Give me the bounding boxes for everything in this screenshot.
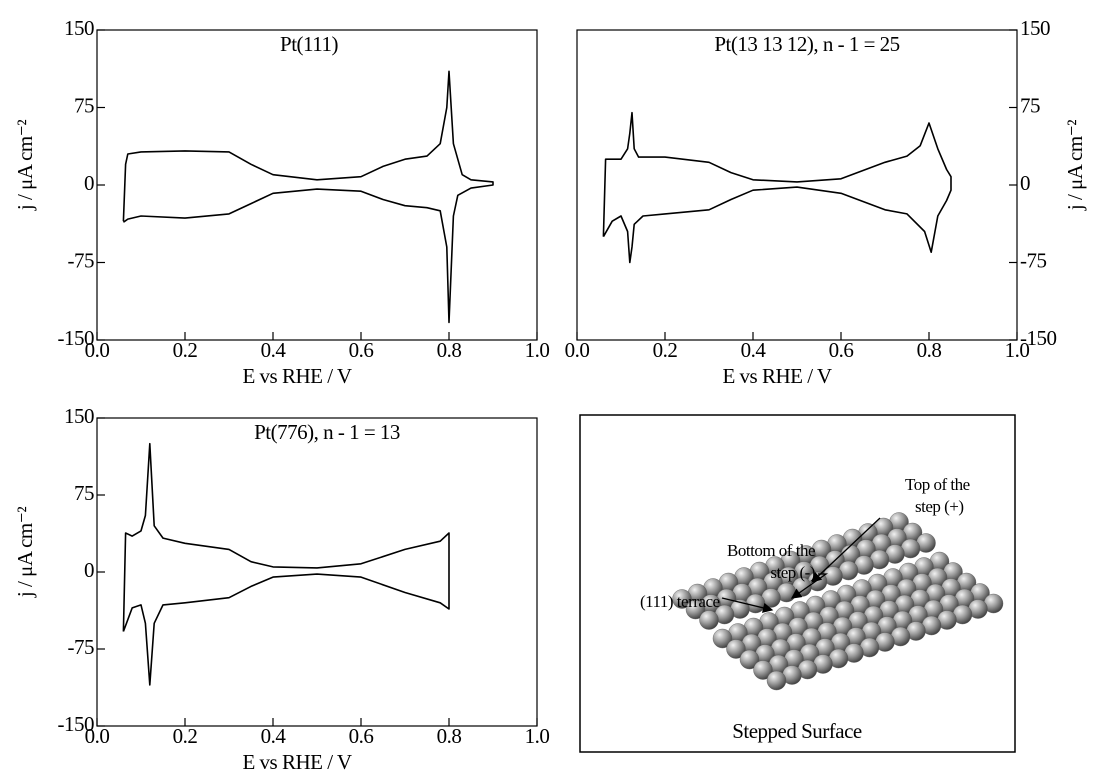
- y-tick-label: 150: [64, 16, 94, 40]
- chart-title: Pt(776), n - 1 = 13: [254, 420, 400, 444]
- atom: [739, 649, 760, 670]
- y-tick-label: 75: [74, 93, 94, 117]
- atom: [712, 628, 733, 649]
- chart-title: Pt(13 13 12), n - 1 = 25: [714, 32, 899, 56]
- cv-curve: [122, 442, 450, 686]
- x-tick-label: 0.6: [829, 338, 854, 362]
- y-tick-label: -150: [58, 326, 95, 350]
- y-tick-label: 75: [74, 481, 94, 505]
- x-tick-label: 0.8: [437, 338, 462, 362]
- atom: [753, 660, 773, 680]
- x-tick-label: 0.4: [261, 338, 287, 362]
- x-axis-title: E vs RHE / V: [722, 364, 831, 388]
- x-tick-label: 0.8: [917, 338, 942, 362]
- y-tick-label: -150: [58, 712, 95, 736]
- atom: [726, 639, 746, 659]
- panel-frame: [579, 414, 1016, 753]
- stepped-surface-panel: Top of the step (+) Bottom of the step (…: [579, 414, 1016, 753]
- x-tick-label: 0.6: [349, 724, 374, 748]
- bottom-label: step (-): [770, 563, 815, 582]
- x-tick-label: 0.0: [565, 338, 590, 362]
- top-label: step (+): [915, 497, 964, 516]
- x-tick-label: 0.4: [261, 724, 287, 748]
- x-tick-label: 0.6: [349, 338, 374, 362]
- y-axis-title: j / μA cm⁻²: [13, 120, 37, 211]
- y-axis-title: j / μA cm⁻²: [13, 507, 37, 598]
- bottom-label: Bottom of the: [727, 541, 815, 560]
- caption: Stepped Surface: [732, 719, 862, 743]
- y-tick-label: -75: [68, 248, 95, 272]
- arrow: [721, 597, 774, 613]
- x-axis-title: E vs RHE / V: [242, 364, 351, 388]
- x-tick-label: 1.0: [1005, 338, 1030, 362]
- x-tick-label: 0.0: [85, 724, 110, 748]
- x-tick-label: 1.0: [525, 724, 550, 748]
- y-tick-label: 0: [84, 171, 94, 195]
- top-label: Top of the: [905, 475, 970, 494]
- x-tick-label: 0.2: [653, 338, 678, 362]
- y-tick-label: 150: [1020, 16, 1050, 40]
- atom: [766, 670, 787, 691]
- y-tick-label: 75: [1020, 93, 1040, 117]
- y-tick-label: -150: [1020, 326, 1057, 350]
- x-tick-label: 0.2: [173, 724, 198, 748]
- arrow: [811, 517, 881, 583]
- y-tick-label: 150: [64, 404, 94, 428]
- x-tick-label: 1.0: [525, 338, 550, 362]
- arrow: [790, 573, 829, 599]
- y-tick-label: 0: [84, 558, 94, 582]
- x-tick-label: 0.2: [173, 338, 198, 362]
- x-tick-label: 0.4: [741, 338, 767, 362]
- plot-frame: [96, 417, 538, 727]
- chart-title: Pt(111): [280, 32, 338, 56]
- y-axis-title: j / μA cm⁻²: [1063, 120, 1087, 211]
- y-tick-label: -75: [1020, 248, 1047, 272]
- y-tick-label: -75: [68, 635, 95, 659]
- atom: [672, 589, 692, 609]
- y-tick-label: 0: [1020, 171, 1030, 195]
- atom: [699, 610, 719, 630]
- atoms: [672, 512, 1004, 691]
- x-tick-label: 0.8: [437, 724, 462, 748]
- cv-curve: [122, 70, 494, 324]
- x-tick-label: 0.0: [85, 338, 110, 362]
- plot-frame: [96, 29, 538, 341]
- atom: [685, 599, 706, 620]
- terrace-label: (111) terrace: [640, 592, 720, 611]
- x-axis-title: E vs RHE / V: [242, 750, 351, 774]
- cv-curve: [602, 111, 952, 264]
